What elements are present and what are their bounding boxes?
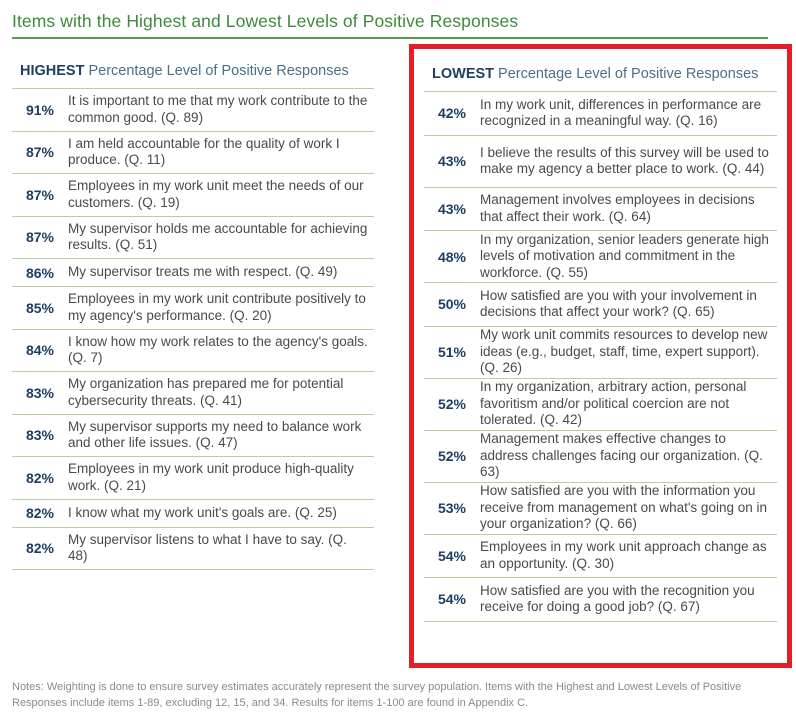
survey-item-text: Management involves employees in decisio… bbox=[480, 192, 755, 224]
survey-item-text: My supervisor holds me accountable for a… bbox=[68, 220, 368, 253]
lowest-item: 54% Employees in my work unit approach ch… bbox=[424, 535, 777, 578]
highest-item: 82% Employees in my work unit produce hig… bbox=[12, 457, 374, 500]
lowest-list: 42% In my work unit, differences in perfo… bbox=[424, 91, 777, 622]
percentage-value: 87% bbox=[25, 186, 55, 203]
survey-item-text: Employees in my work unit contribute pos… bbox=[68, 291, 366, 323]
survey-item-text: My supervisor listens to what I have to … bbox=[68, 531, 347, 564]
percentage-value: 50% bbox=[437, 296, 467, 313]
page-title: Items with the Highest and Lowest Levels… bbox=[12, 11, 519, 31]
percentage-value: 82% bbox=[25, 505, 55, 521]
survey-item-text: I know how my work relates to the agency… bbox=[68, 333, 368, 366]
percentage-value: 53% bbox=[437, 500, 467, 516]
percentage-value: 54% bbox=[437, 547, 467, 564]
highest-heading-label: Percentage Level of Positive Responses bbox=[88, 63, 349, 79]
highest-item: 91% It is important to me that my work co… bbox=[12, 89, 374, 132]
lowest-heading-key: LOWEST bbox=[432, 66, 495, 82]
highest-panel: HIGHEST Percentage Level of Positive Res… bbox=[12, 58, 374, 570]
percentage-value: 54% bbox=[437, 591, 467, 608]
survey-item-text: In my organization, senior leaders gener… bbox=[480, 231, 769, 280]
highest-item: 82% I know what my work unit's goals are.… bbox=[12, 500, 374, 528]
highest-heading: HIGHEST Percentage Level of Positive Res… bbox=[12, 58, 374, 88]
survey-item-text: Employees in my work unit meet the needs… bbox=[68, 178, 364, 210]
highest-heading-key: HIGHEST bbox=[20, 63, 85, 79]
survey-item-text: Management makes effective changes to ad… bbox=[480, 431, 763, 480]
title-divider bbox=[12, 37, 768, 39]
lowest-item: 52% In my organization, arbitrary action,… bbox=[424, 379, 777, 431]
lowest-heading-label: Percentage Level of Positive Responses bbox=[498, 66, 759, 82]
survey-item-text: Employees in my work unit approach chang… bbox=[480, 539, 767, 571]
survey-item-text: It is important to me that my work contr… bbox=[68, 93, 368, 125]
highest-item: 85% Employees in my work unit contribute … bbox=[12, 287, 374, 330]
lowest-panel-highlighted: LOWEST Percentage Level of Positive Resp… bbox=[409, 44, 792, 668]
percentage-value: 91% bbox=[25, 101, 55, 118]
highest-item: 87% Employees in my work unit meet the ne… bbox=[12, 174, 374, 217]
survey-item-text: My organization has prepared me for pote… bbox=[68, 376, 344, 408]
percentage-value: 85% bbox=[25, 299, 55, 316]
percentage-value: 51% bbox=[437, 344, 467, 360]
percentage-value: 83% bbox=[25, 427, 55, 444]
survey-item-text: My supervisor supports my need to balanc… bbox=[68, 418, 362, 451]
survey-item-text: In my organization, arbitrary action, pe… bbox=[480, 379, 747, 428]
survey-item-text: I am held accountable for the quality of… bbox=[68, 135, 340, 168]
lowest-item: 48% In my organization, senior leaders ge… bbox=[424, 231, 777, 283]
highest-item: 83% My supervisor supports my need to bal… bbox=[12, 415, 374, 457]
survey-item-text: I believe the results of this survey wil… bbox=[480, 144, 769, 177]
percentage-value: 83% bbox=[25, 384, 55, 401]
percentage-value: 87% bbox=[25, 144, 55, 161]
highest-list: 91% It is important to me that my work co… bbox=[12, 88, 374, 570]
lowest-item: 53% How satisfied are you with the inform… bbox=[424, 483, 777, 535]
highest-item: 87% My supervisor holds me accountable fo… bbox=[12, 217, 374, 259]
highest-item: 83% My organization has prepared me for p… bbox=[12, 372, 374, 415]
percentage-value: 52% bbox=[437, 448, 467, 464]
survey-item-text: My work unit commits resources to develo… bbox=[480, 327, 768, 376]
percentage-value: 87% bbox=[25, 229, 55, 246]
lowest-item: 50% How satisfied are you with your invol… bbox=[424, 283, 777, 327]
lowest-item: 52% Management makes effective changes to… bbox=[424, 431, 777, 483]
percentage-value: 84% bbox=[25, 342, 55, 359]
percentage-value: 86% bbox=[25, 264, 55, 281]
survey-item-text: How satisfied are you with your involvem… bbox=[480, 287, 757, 320]
percentage-value: 82% bbox=[25, 469, 55, 486]
lowest-item: 54% How satisfied are you with the recogn… bbox=[424, 578, 777, 622]
percentage-value: 82% bbox=[25, 540, 55, 557]
percentage-value: 48% bbox=[437, 248, 467, 265]
lowest-item: 43% I believe the results of this survey … bbox=[424, 136, 777, 188]
lowest-heading: LOWEST Percentage Level of Positive Resp… bbox=[424, 61, 777, 91]
survey-item-text: I know what my work unit's goals are. (Q… bbox=[68, 504, 337, 520]
percentage-value: 52% bbox=[437, 396, 467, 412]
percentage-value: 42% bbox=[437, 105, 467, 122]
percentage-value: 43% bbox=[437, 153, 467, 169]
lowest-item: 42% In my work unit, differences in perfo… bbox=[424, 92, 777, 136]
highest-item: 84% I know how my work relates to the age… bbox=[12, 330, 374, 372]
survey-item-text: How satisfied are you with the recogniti… bbox=[480, 582, 755, 615]
survey-item-text: How satisfied are you with the informati… bbox=[480, 483, 767, 532]
survey-item-text: In my work unit, differences in performa… bbox=[480, 96, 762, 129]
highest-item: 87% I am held accountable for the quality… bbox=[12, 132, 374, 174]
footnote: Notes: Weighting is done to ensure surve… bbox=[12, 681, 742, 709]
lowest-item: 43% Management involves employees in deci… bbox=[424, 188, 777, 231]
percentage-value: 43% bbox=[437, 200, 467, 217]
highest-item: 82% My supervisor listens to what I have … bbox=[12, 528, 374, 570]
survey-item-text: My supervisor treats me with respect. (Q… bbox=[68, 264, 338, 280]
lowest-item: 51% My work unit commits resources to dev… bbox=[424, 327, 777, 379]
survey-item-text: Employees in my work unit produce high-q… bbox=[68, 461, 354, 493]
highest-item: 86% My supervisor treats me with respect.… bbox=[12, 259, 374, 287]
